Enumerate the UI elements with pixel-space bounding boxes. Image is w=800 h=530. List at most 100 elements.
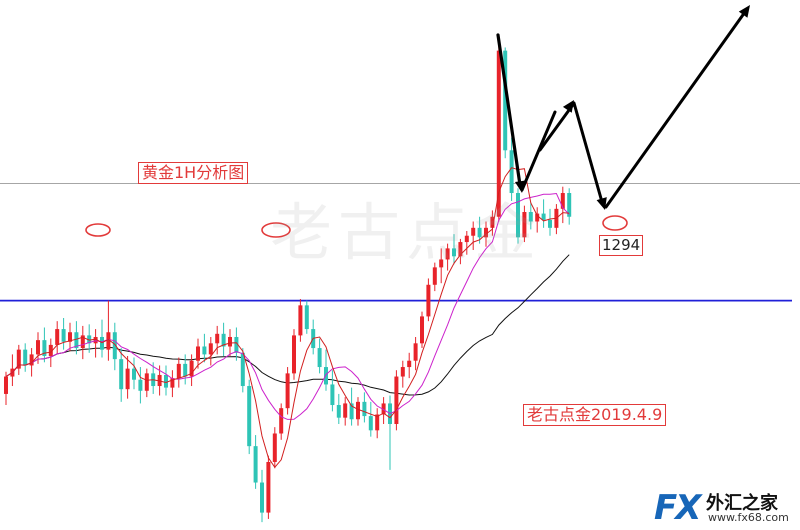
candle: [388, 395, 392, 470]
candle: [189, 354, 194, 387]
support-level-label: 1294: [599, 235, 644, 256]
candle: [445, 243, 450, 271]
swing-markers: [85, 215, 628, 238]
candle: [298, 299, 303, 342]
logo-fx-mark: FX: [654, 488, 701, 528]
fx68-logo[interactable]: FX 外汇之家 www.fx68.com: [654, 488, 794, 528]
author-date-annotation: 老古点金2019.4.9: [523, 404, 667, 426]
candle: [336, 393, 341, 424]
candle: [260, 469, 264, 523]
arrow-segment: [572, 101, 604, 204]
ma-fast-path: [5, 167, 570, 469]
candle: [356, 397, 360, 426]
candle: [266, 455, 271, 519]
candle: [42, 327, 47, 363]
candle: [100, 319, 104, 358]
candle: [285, 367, 290, 415]
candle: [311, 319, 316, 355]
arrow-head: [738, 5, 750, 18]
candle: [80, 325, 85, 360]
forecast-arrows: [496, 5, 750, 210]
candle: [221, 322, 226, 356]
candle: [362, 392, 367, 423]
candle: [247, 379, 252, 455]
candle: [138, 367, 143, 404]
candle: [548, 208, 552, 236]
candle: [432, 262, 437, 292]
candle: [394, 370, 399, 431]
candle: [400, 360, 405, 388]
candle: [208, 336, 213, 366]
candle: [458, 238, 463, 265]
candle: [183, 354, 188, 385]
candle: [112, 322, 117, 371]
candle: [87, 324, 92, 353]
logo-url: www.fx68.com: [708, 511, 789, 524]
candles: [4, 44, 572, 523]
arrow-head: [562, 100, 574, 113]
candle: [240, 348, 245, 393]
marker-ellipse-middle: [261, 222, 291, 238]
arrow-segment: [604, 10, 747, 209]
candle: [272, 427, 277, 469]
candle: [4, 371, 8, 406]
candle: [61, 318, 66, 350]
candle: [541, 199, 546, 228]
candle: [144, 368, 149, 398]
candle: [426, 278, 431, 322]
arrow-segment: [496, 33, 522, 187]
candle: [343, 397, 348, 426]
candle: [349, 387, 354, 426]
candle: [234, 327, 239, 361]
arrow-head: [596, 197, 607, 210]
candle: [439, 248, 444, 284]
candle: [381, 397, 386, 424]
candle: [522, 205, 527, 243]
candle: [48, 338, 53, 368]
candle: [215, 325, 220, 355]
ma-fast-line: [5, 167, 570, 469]
candle: [368, 401, 373, 437]
candle: [292, 329, 296, 380]
candle: [170, 370, 175, 398]
candle: [16, 344, 21, 375]
candle: [279, 403, 284, 440]
candle: [253, 435, 258, 489]
candle: [420, 311, 424, 349]
candle: [196, 338, 200, 369]
candle: [471, 221, 476, 250]
candle: [516, 188, 520, 244]
candle: [560, 186, 565, 224]
arrow-segment: [520, 110, 557, 192]
candle: [132, 357, 136, 390]
candle: [413, 336, 418, 371]
marker-ellipse-target: [602, 215, 628, 231]
candle: [330, 370, 335, 412]
candle: [324, 349, 328, 391]
candle: [74, 321, 79, 355]
candle: [528, 202, 533, 230]
candle: [125, 355, 130, 399]
candle: [464, 230, 469, 255]
arrow-segment: [538, 104, 574, 152]
candle: [68, 322, 72, 352]
candle: [164, 365, 168, 396]
candle: [554, 204, 559, 235]
watermark-text: 老古点金: [270, 196, 543, 269]
candle: [567, 188, 572, 225]
candle: [176, 357, 181, 388]
marker-ellipse-left: [85, 223, 111, 237]
chart-title: 黄金1H分析图: [138, 162, 249, 184]
candle: [93, 329, 98, 358]
candle: [55, 321, 60, 355]
candle: [317, 338, 322, 374]
candle: [304, 300, 309, 334]
candle: [119, 348, 124, 402]
candle: [503, 47, 508, 159]
candle: [106, 300, 111, 361]
candle: [452, 234, 456, 265]
candle: [535, 207, 540, 233]
candle: [23, 343, 28, 372]
candle: [407, 352, 412, 379]
